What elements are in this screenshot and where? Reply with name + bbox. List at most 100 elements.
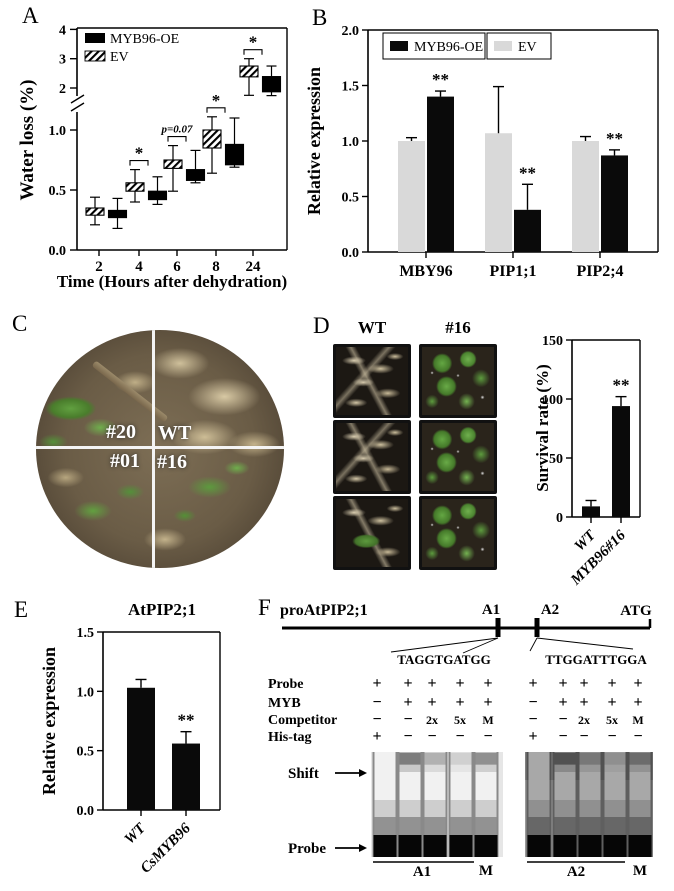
significance: ** bbox=[178, 711, 195, 730]
box-EV bbox=[202, 129, 222, 149]
twig bbox=[91, 360, 169, 423]
legend-box bbox=[382, 32, 486, 60]
shift-band bbox=[450, 752, 472, 765]
rect bbox=[629, 800, 651, 817]
rect bbox=[450, 764, 472, 772]
gel-lane bbox=[579, 752, 601, 857]
legend-label: EV bbox=[518, 40, 537, 55]
bar-EV bbox=[485, 133, 512, 252]
drought-dish-photo: #20 WT #01 #16 bbox=[36, 330, 284, 568]
group-label-a2: A2 bbox=[567, 864, 585, 880]
y-tick-label: 0 bbox=[556, 511, 563, 526]
binding-site-a1 bbox=[495, 618, 501, 637]
bar-MYB96-OE bbox=[601, 155, 628, 252]
assay-value: + bbox=[403, 694, 412, 711]
rect bbox=[575, 752, 578, 857]
probe-band bbox=[578, 835, 602, 857]
rect bbox=[424, 817, 446, 835]
gel-lane bbox=[528, 752, 550, 857]
assay-value: M bbox=[482, 713, 493, 727]
box-MYB96-OE bbox=[185, 169, 206, 181]
y-tick-label: 1.0 bbox=[49, 124, 67, 139]
rect bbox=[627, 752, 630, 857]
y-tick-label: 1.0 bbox=[342, 135, 360, 150]
probe-band bbox=[398, 835, 422, 857]
binding-sequence-2: TTGGATTTGGA bbox=[545, 652, 647, 667]
box-MYB96-OE bbox=[224, 143, 245, 166]
arrow-head bbox=[359, 844, 367, 852]
quadrant-label-20: #20 bbox=[106, 421, 136, 443]
assay-value: + bbox=[579, 694, 588, 711]
y-tick-label: 2 bbox=[59, 82, 66, 97]
panel-d-label: D bbox=[313, 313, 330, 338]
box-EV bbox=[85, 207, 105, 216]
y-tick-label: 4 bbox=[59, 23, 66, 38]
legend-swatch bbox=[494, 41, 512, 51]
rect bbox=[629, 817, 651, 835]
assay-value: + bbox=[558, 675, 567, 692]
bar-expression bbox=[127, 687, 155, 810]
rect bbox=[496, 752, 499, 857]
rect bbox=[473, 752, 476, 857]
x-tick-label: WT bbox=[122, 820, 150, 848]
assay-value: + bbox=[455, 694, 464, 711]
rect bbox=[450, 817, 472, 835]
box-EV bbox=[163, 159, 183, 169]
gel-lane bbox=[399, 752, 421, 857]
rect bbox=[445, 752, 448, 857]
promoter-label: proAtPIP2;1 bbox=[280, 602, 368, 619]
bar-expression bbox=[172, 743, 200, 810]
panel-b-label: B bbox=[312, 5, 328, 30]
axis-break-mark bbox=[70, 102, 85, 112]
bar-EV bbox=[398, 141, 425, 252]
rect bbox=[475, 800, 497, 817]
assay-row-label: Probe bbox=[268, 677, 304, 692]
rect bbox=[374, 800, 396, 817]
quadrant-label-01: #01 bbox=[110, 450, 140, 472]
emsa-assay: proAtPIP2;1 A1 A2 ATG TAGGTGATGG TTGGATTTGGA P… bbox=[268, 602, 653, 880]
assay-value: 2x bbox=[578, 713, 590, 727]
wt-pot-photo-3 bbox=[333, 496, 411, 570]
bar-survival bbox=[582, 506, 600, 517]
rect bbox=[424, 764, 446, 772]
significance: ** bbox=[519, 163, 536, 182]
panel-e-label: E bbox=[14, 597, 29, 622]
assay-value: + bbox=[607, 675, 616, 692]
oe-pot-photo-3 bbox=[419, 496, 497, 570]
y-axis-title: Relative expression bbox=[304, 67, 324, 215]
assay-row-label: His-tag bbox=[268, 730, 312, 745]
rect bbox=[397, 752, 400, 857]
rect bbox=[604, 800, 626, 817]
gel-lane bbox=[475, 752, 497, 857]
assay-value: + bbox=[528, 728, 537, 745]
shift-band bbox=[579, 752, 601, 765]
x-tick-label: PIP2;4 bbox=[576, 263, 623, 280]
rect bbox=[526, 752, 529, 857]
y-tick-label: 150 bbox=[542, 334, 563, 349]
x-tick-label: PIP1;1 bbox=[489, 263, 536, 280]
callout-line bbox=[462, 637, 499, 654]
assay-value: − bbox=[558, 711, 567, 728]
bar-MYB96-OE bbox=[514, 209, 541, 252]
assay-value: − bbox=[607, 728, 616, 745]
assay-value: − bbox=[528, 694, 537, 711]
assay-value: + bbox=[372, 675, 381, 692]
rect bbox=[399, 800, 421, 817]
x-tick-label: 8 bbox=[212, 259, 220, 275]
probe-band bbox=[553, 835, 577, 857]
assay-value: + bbox=[483, 675, 492, 692]
significance: ** bbox=[613, 376, 630, 395]
box-MYB96-OE bbox=[261, 76, 282, 93]
assay-value: 2x bbox=[426, 713, 438, 727]
assay-value: M bbox=[632, 713, 643, 727]
atpip21-expression-chart: 0.0 0.5 1.0 1.5 AtPIP2;1 Relative expression *… bbox=[39, 600, 221, 877]
rect bbox=[475, 817, 497, 835]
assay-value: − bbox=[455, 728, 464, 745]
y-tick-label: 3 bbox=[59, 53, 66, 68]
quadrant-divider-vertical bbox=[152, 330, 155, 568]
y-tick-label: 0.0 bbox=[77, 804, 95, 819]
probe-band bbox=[474, 835, 498, 857]
rect bbox=[600, 752, 603, 857]
x-tick-label: 24 bbox=[246, 259, 262, 275]
